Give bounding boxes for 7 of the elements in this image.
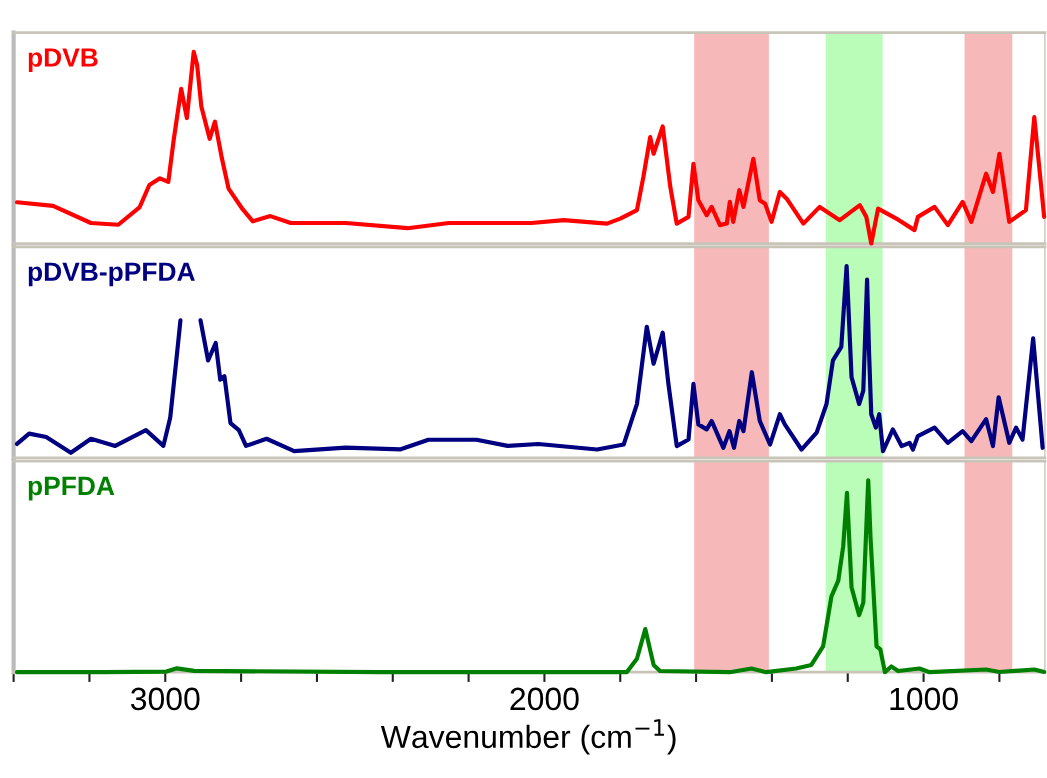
series-label: pDVB-pPFDA <box>28 262 195 287</box>
x-tick-label: 1000 <box>890 687 958 711</box>
x-tick-label: 2000 <box>510 687 579 711</box>
x-axis-title: Wavenumber (cm$^{−1}$) <box>380 719 676 755</box>
text: pDVB <box>28 48 98 73</box>
x-tick-label: 3000 <box>130 687 200 711</box>
text: pPFDA <box>28 476 115 501</box>
